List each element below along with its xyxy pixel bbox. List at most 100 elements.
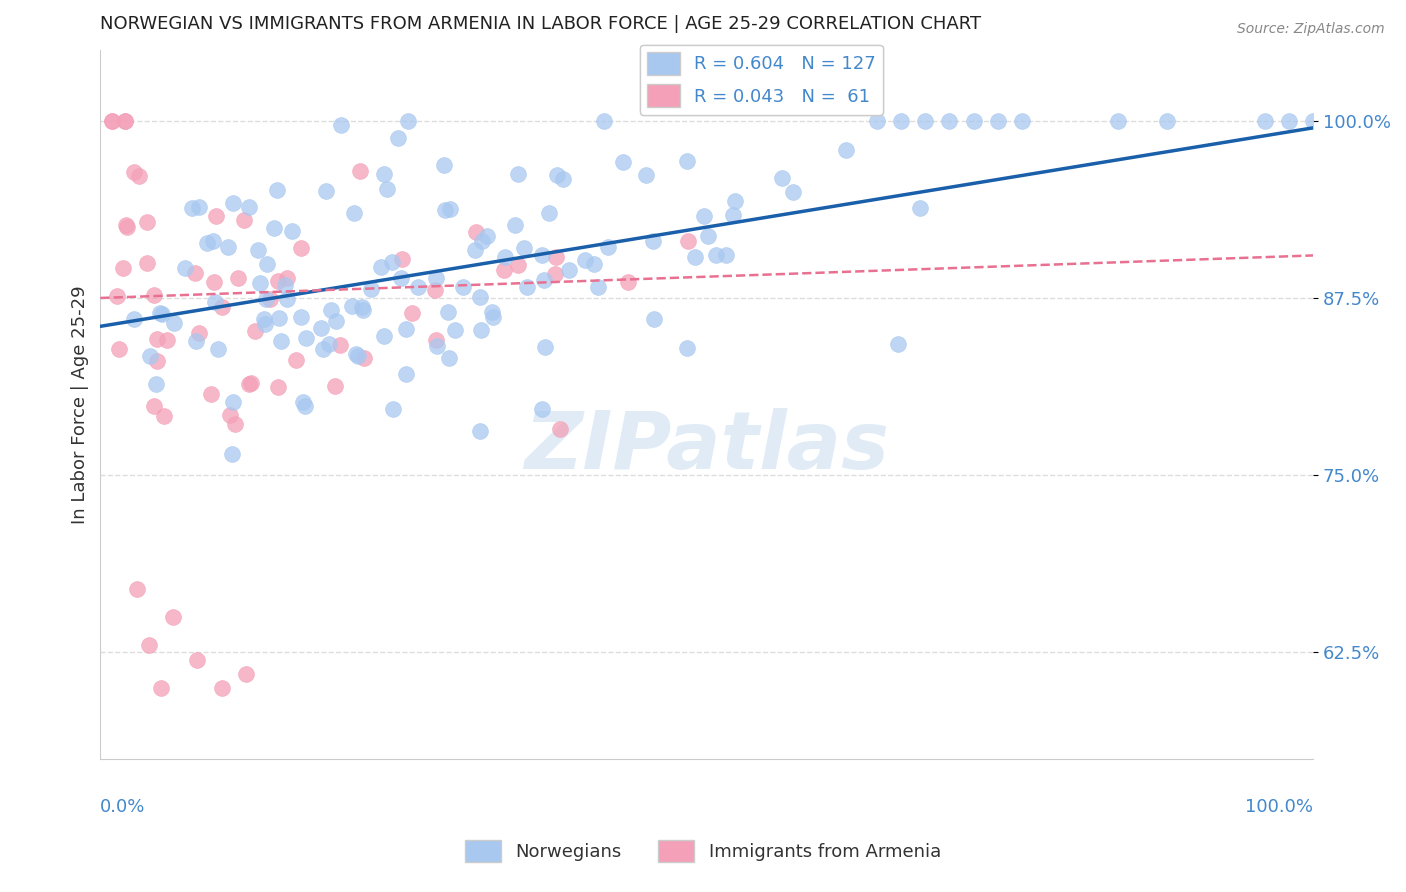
Point xyxy=(423,283,446,297)
Point xyxy=(340,299,363,313)
Point xyxy=(963,113,986,128)
Point xyxy=(284,353,307,368)
Point xyxy=(1107,113,1129,128)
Point xyxy=(269,311,291,326)
Point xyxy=(101,113,124,128)
Point xyxy=(676,341,699,355)
Point xyxy=(309,320,332,334)
Point xyxy=(139,349,162,363)
Point xyxy=(406,280,429,294)
Point xyxy=(770,171,793,186)
Point xyxy=(401,306,423,320)
Point xyxy=(108,342,131,356)
Point xyxy=(254,317,277,331)
Point xyxy=(202,275,225,289)
Point xyxy=(506,167,529,181)
Point xyxy=(470,289,492,303)
Point xyxy=(1278,113,1301,128)
Point xyxy=(276,271,298,285)
Point xyxy=(122,312,145,326)
Point xyxy=(186,334,208,348)
Point xyxy=(124,165,146,179)
Point xyxy=(221,447,243,461)
Point xyxy=(494,263,516,277)
Point xyxy=(1011,113,1033,128)
Point xyxy=(516,280,538,294)
Point xyxy=(321,303,343,318)
Point xyxy=(276,292,298,306)
Point xyxy=(433,202,456,217)
Point xyxy=(329,119,352,133)
Point xyxy=(782,186,804,200)
Point xyxy=(391,252,413,266)
Point xyxy=(325,314,347,328)
Point xyxy=(910,202,932,216)
Point xyxy=(318,337,340,351)
Point xyxy=(1302,113,1324,128)
Point xyxy=(353,351,375,365)
Point xyxy=(612,155,634,169)
Point xyxy=(544,267,567,281)
Point xyxy=(162,610,184,624)
Point xyxy=(582,257,605,271)
Text: ZIPatlas: ZIPatlas xyxy=(524,408,890,486)
Point xyxy=(938,113,960,128)
Point xyxy=(530,248,553,262)
Point xyxy=(634,168,657,182)
Point xyxy=(506,258,529,272)
Point xyxy=(125,582,148,596)
Point xyxy=(617,275,640,289)
Point xyxy=(835,143,858,157)
Point xyxy=(114,113,136,128)
Point xyxy=(145,377,167,392)
Point xyxy=(530,402,553,417)
Point xyxy=(235,666,257,681)
Point xyxy=(259,292,281,306)
Point xyxy=(373,329,395,343)
Point xyxy=(987,113,1010,128)
Point xyxy=(381,401,404,416)
Point xyxy=(704,248,727,262)
Point xyxy=(266,183,288,197)
Point xyxy=(105,288,128,302)
Point xyxy=(437,351,460,366)
Point xyxy=(887,336,910,351)
Point xyxy=(219,408,242,422)
Point xyxy=(534,340,557,354)
Point xyxy=(592,113,614,128)
Point xyxy=(163,316,186,330)
Point xyxy=(395,322,418,336)
Point xyxy=(596,240,619,254)
Point xyxy=(138,638,160,652)
Point xyxy=(641,234,664,248)
Point xyxy=(676,234,699,248)
Point xyxy=(202,234,225,248)
Point xyxy=(588,280,610,294)
Point xyxy=(273,277,295,292)
Point xyxy=(398,113,420,128)
Y-axis label: In Labor Force | Age 25-29: In Labor Force | Age 25-29 xyxy=(72,285,89,524)
Point xyxy=(247,243,270,257)
Point xyxy=(142,400,165,414)
Point xyxy=(281,224,304,238)
Point xyxy=(865,113,887,128)
Point xyxy=(352,302,374,317)
Point xyxy=(115,218,138,232)
Point xyxy=(481,305,503,319)
Point xyxy=(375,181,398,195)
Point xyxy=(387,131,409,145)
Point xyxy=(152,409,174,424)
Point xyxy=(503,219,526,233)
Point xyxy=(360,282,382,296)
Point xyxy=(145,354,167,368)
Point xyxy=(256,257,278,271)
Point xyxy=(470,323,492,337)
Point xyxy=(146,332,169,346)
Point xyxy=(352,301,374,315)
Point xyxy=(290,241,312,255)
Point xyxy=(721,208,744,222)
Point xyxy=(346,350,368,364)
Point xyxy=(323,378,346,392)
Point xyxy=(267,274,290,288)
Point xyxy=(344,347,367,361)
